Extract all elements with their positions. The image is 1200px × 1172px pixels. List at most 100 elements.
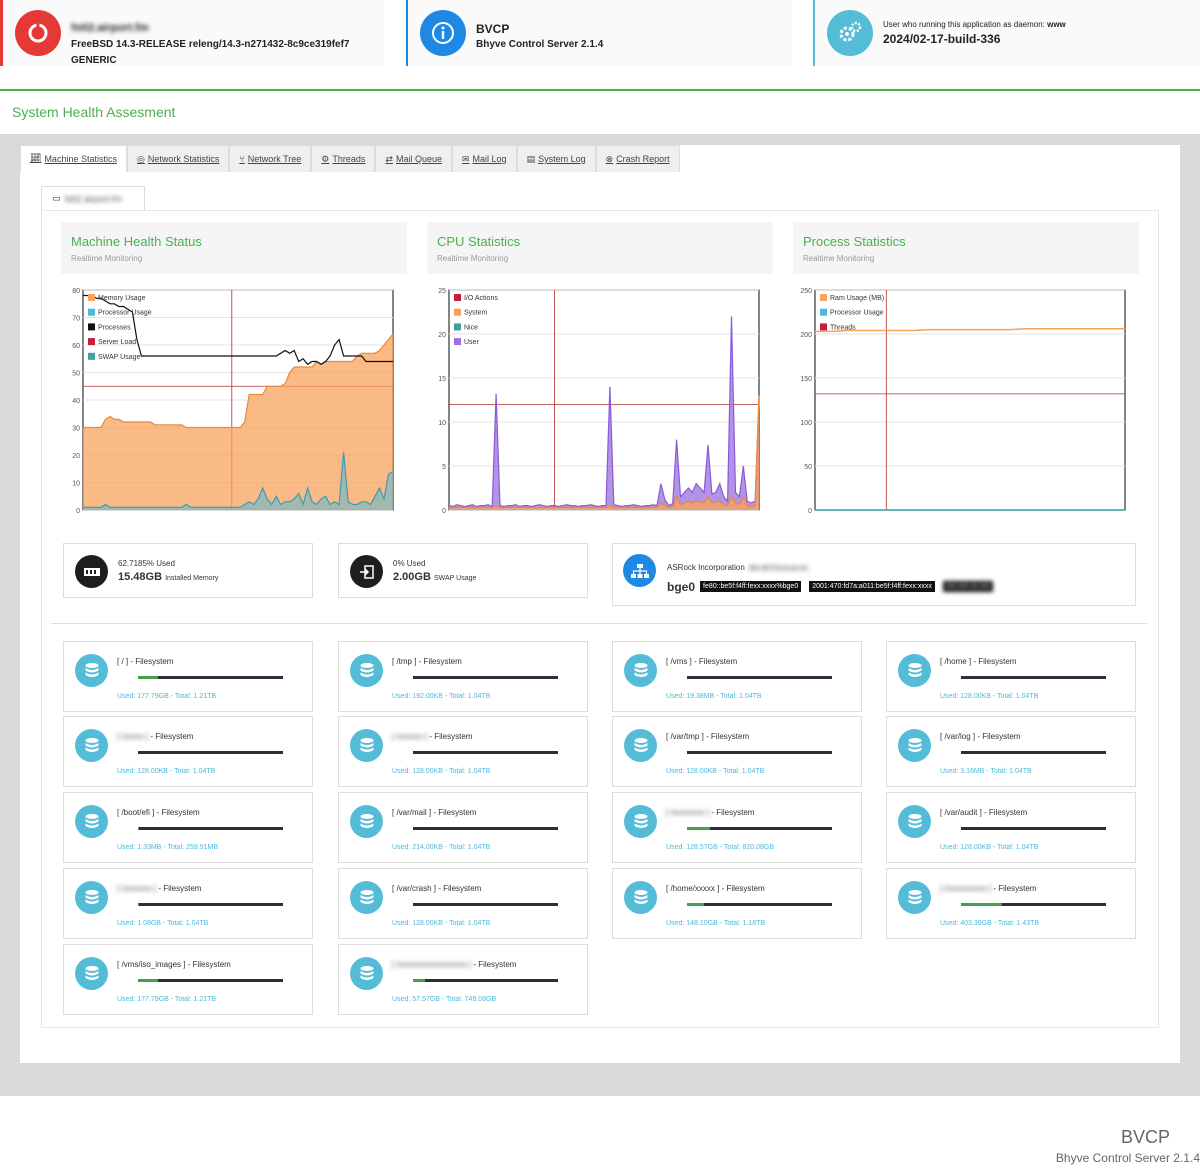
database-icon (624, 729, 657, 762)
filesystem-card: [ / ] - Filesystem Used: 177.79GB - Total… (63, 641, 313, 712)
machine-health-card: Machine Health Status Realtime Monitoring… (61, 222, 407, 528)
swap-label: SWAP Usage (433, 575, 477, 582)
swap-value: 2.00GB (393, 571, 431, 583)
filesystem-card: [ /var/audit ] - Filesystem Used: 128.00K… (886, 792, 1136, 863)
filesystem-suffix: - Filesystem (709, 808, 755, 817)
legend-swatch (88, 352, 95, 360)
filesystem-card: [ /var/crash ] - Filesystem Used: 128.00K… (338, 868, 588, 939)
tab-mail-log[interactable]: ✉ Mail Log (451, 145, 517, 172)
legend-label: Server Load (98, 339, 136, 346)
database-icon (75, 729, 108, 762)
tab-system-log[interactable]: ▤ System Log (516, 145, 596, 172)
filesystem-name: [ /var/audit ] - Filesystem (940, 808, 1028, 817)
legend-label: Processes (98, 324, 131, 331)
y-tick-label: 60 (72, 343, 80, 350)
series-line (83, 452, 394, 508)
database-icon (898, 805, 931, 838)
filesystem-name: [ /xxxxxxxx ] - Filesystem (666, 808, 754, 817)
legend-label: User (464, 339, 479, 346)
tab-label: Machine Statistics (44, 153, 117, 164)
tab-mail-queue[interactable]: ⇄ Mail Queue (375, 145, 452, 172)
memory-value: 15.48GB (118, 571, 163, 583)
y-tick-label: 50 (72, 371, 80, 378)
chart-subtitle: Realtime Monitoring (71, 254, 143, 263)
usage-bar (413, 676, 558, 679)
filesystem-usage: Used: 3.16MB - Total: 1.04TB (940, 768, 1032, 775)
y-tick-label: 0 (808, 508, 812, 515)
threads-icon: ⚙ (321, 153, 330, 164)
database-icon (898, 654, 931, 687)
chart-title: CPU Statistics (437, 234, 521, 249)
tab-machine-statistics[interactable]: 📈︎ Machine Statistics (20, 145, 127, 172)
gears-icon (827, 10, 873, 56)
series-line (83, 294, 393, 366)
ipv6-link-local: fe80::be5f:f4ff:fexx:xxxx%bge0 (700, 581, 802, 592)
tab-threads[interactable]: ⚙ Threads (311, 145, 376, 172)
legend-swatch (88, 338, 95, 346)
database-icon (350, 654, 383, 687)
usage-bar (961, 676, 1106, 679)
usage-bar (138, 751, 283, 754)
masked-path: [ /xxxxxx ] (392, 732, 428, 741)
filesystem-name: [ /home ] - Filesystem (940, 657, 1017, 666)
host-tab-label: fstt2.airport.fm (64, 193, 123, 204)
memory-chip-icon (75, 555, 108, 588)
legend-swatch (820, 323, 827, 331)
tab-label: Threads (332, 154, 366, 164)
footer-title: BVCP (1120, 1127, 1170, 1147)
filesystem-suffix: - Filesystem (148, 732, 194, 741)
series-line (815, 327, 1125, 333)
network-vendor: ASRock Incorporation (667, 563, 745, 572)
y-tick-label: 5 (442, 464, 446, 471)
filesystem-usage: Used: 128.00KB - Total: 1.04TB (392, 768, 491, 775)
globe-icon: ◎ (136, 153, 145, 164)
tab-crash-report[interactable]: ⊗ Crash Report (595, 145, 680, 172)
legend-swatch (820, 294, 827, 301)
filesystem-usage: Used: 128.57GB - Total: 820.08GB (666, 844, 775, 851)
tab-network-statistics[interactable]: ◎ Network Statistics (126, 145, 230, 172)
network-vendor-line: ASRock Incorporation BC:5F:F4:xx:xx:xx (667, 563, 810, 572)
tab-label: Crash Report (616, 154, 670, 164)
usage-bar (138, 979, 283, 982)
swap-card: 0% Used 2.00GB SWAP Usage (338, 543, 588, 598)
filesystem-card: [ /home/xxxxx ] - Filesystem Used: 148.10… (612, 868, 862, 939)
series-line (449, 395, 760, 509)
monitor-icon: ▭ (52, 193, 61, 203)
memory-label: Installed Memory (165, 575, 219, 582)
usage-bar (138, 676, 283, 679)
y-tick-label: 150 (800, 376, 812, 383)
filesystem-card: [ /xxxxxxxx ] - Filesystem Used: 128.57GB… (612, 792, 862, 863)
tab-network-tree[interactable]: ⑂ Network Tree (229, 145, 312, 172)
filesystem-name: [ /xxxxxxx ] - Filesystem (117, 884, 201, 893)
usage-fill (687, 903, 705, 906)
chart-subtitle: Realtime Monitoring (803, 254, 875, 263)
filesystem-card: [ /xxxxxxx ] - Filesystem Used: 1.08GB - … (63, 868, 313, 939)
filesystem-usage: Used: 214.00KB - Total: 1.04TB (392, 844, 491, 851)
page-title: System Health Assesment (12, 104, 176, 120)
interface-name: bge0 (667, 580, 696, 594)
masked-path: [ /xxxxxxxx ] (666, 808, 710, 817)
legend-label: Threads (830, 324, 856, 331)
y-tick-label: 30 (72, 426, 80, 433)
database-icon (75, 957, 108, 990)
tree-icon: ⑂ (239, 154, 245, 164)
legend-label: SWAP Usage (98, 354, 141, 361)
legend-label: Processor Usage (98, 310, 152, 317)
filesystem-usage: Used: 128.00KB - Total: 1.04TB (940, 693, 1039, 700)
daemon-card: User who running this application as dae… (813, 0, 1200, 66)
filesystem-name: [ /xxxxxxxxxx ] - Filesystem (940, 884, 1036, 893)
y-tick-label: 200 (800, 332, 812, 339)
tab-host[interactable]: ▭ fstt2.airport.fm (41, 186, 145, 210)
legend-label: Ram Usage (MB) (830, 295, 884, 302)
legend-swatch (454, 323, 461, 331)
host-name: fstt2.airport.fm (71, 22, 149, 34)
database-icon (75, 881, 108, 914)
os-version: FreeBSD 14.3-RELEASE releng/14.3-n271432… (71, 39, 350, 66)
database-icon (75, 654, 108, 687)
filesystem-usage: Used: 177.79GB - Total: 1.21TB (117, 693, 217, 700)
app-card: BVCP Bhyve Control Server 2.1.4 (406, 0, 792, 66)
chart-title: Process Statistics (803, 234, 906, 249)
exchange-icon: ⇄ (385, 153, 393, 164)
times-circle-icon: ⊗ (605, 153, 614, 164)
network-card: ASRock Incorporation BC:5F:F4:xx:xx:xx b… (612, 543, 1136, 606)
